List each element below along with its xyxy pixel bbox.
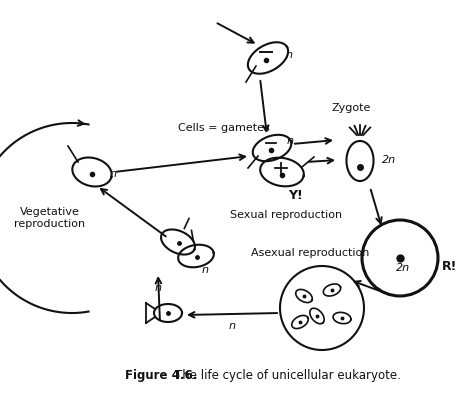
- Text: n: n: [202, 265, 209, 275]
- Text: n: n: [155, 283, 162, 293]
- Text: The life cycle of unicellular eukaryote.: The life cycle of unicellular eukaryote.: [175, 369, 401, 382]
- Text: Cells = gametes: Cells = gametes: [178, 123, 270, 133]
- Text: Asexual reproduction: Asexual reproduction: [251, 248, 369, 258]
- Text: n: n: [286, 50, 293, 60]
- Text: 2n: 2n: [396, 263, 410, 273]
- Text: n: n: [110, 169, 117, 179]
- Text: n: n: [228, 321, 236, 331]
- Text: Sexual reproduction: Sexual reproduction: [230, 210, 342, 220]
- Text: R!: R!: [442, 260, 457, 273]
- Text: 2n: 2n: [382, 155, 396, 165]
- Text: Figure 4.6.: Figure 4.6.: [125, 369, 197, 382]
- Text: Y!: Y!: [288, 188, 302, 201]
- Text: Zygote: Zygote: [332, 103, 371, 113]
- Text: n: n: [287, 136, 294, 146]
- Text: Vegetative
reproduction: Vegetative reproduction: [14, 207, 86, 229]
